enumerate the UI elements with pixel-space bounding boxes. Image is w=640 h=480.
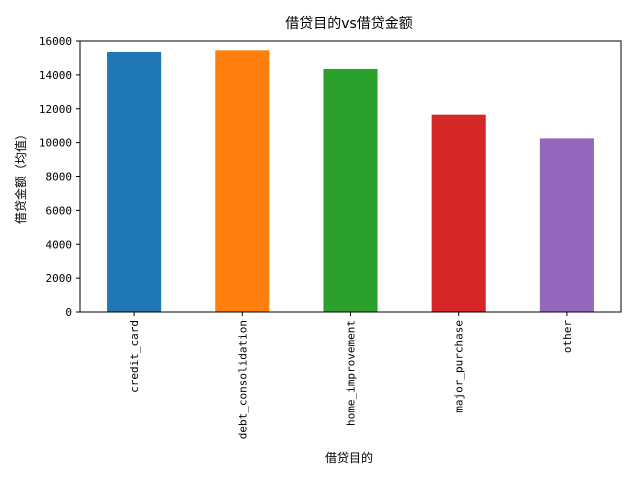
y-axis-ticks: 0 2000 4000 6000 8000 10000 12000 14000 16000	[39, 35, 80, 319]
plot-frame	[79, 40, 622, 313]
y-tick-label: 12000	[39, 103, 72, 116]
y-tick-label: 2000	[46, 272, 73, 285]
bars-group	[107, 50, 594, 313]
y-tick-label: 14000	[39, 69, 72, 82]
bar-home_improvement	[323, 68, 378, 313]
bar-major_purchase	[431, 114, 486, 312]
x-tick-label: major_purchase	[453, 320, 466, 413]
y-tick-label: 8000	[46, 171, 73, 184]
bar-debt_consolidation	[215, 50, 270, 313]
x-axis-ticks: credit_card debt_consolidation home_improv…	[128, 312, 574, 439]
y-tick-label: 10000	[39, 137, 72, 150]
y-tick-label: 16000	[39, 35, 72, 48]
x-axis-label: 借贷目的	[325, 450, 373, 465]
x-tick-label: credit_card	[128, 320, 141, 393]
x-tick-label: debt_consolidation	[236, 320, 249, 439]
x-tick-label: other	[561, 320, 574, 353]
bar-credit_card	[107, 52, 162, 313]
y-tick-label: 0	[65, 306, 72, 319]
bar-other	[539, 138, 594, 312]
chart-title: 借贷目的vs借贷金额	[285, 16, 413, 32]
y-axis-label: 借贷金额（均值）	[13, 128, 28, 224]
y-tick-label: 4000	[46, 238, 73, 251]
y-tick-label: 6000	[46, 204, 73, 217]
x-tick-label: home_improvement	[345, 320, 358, 426]
